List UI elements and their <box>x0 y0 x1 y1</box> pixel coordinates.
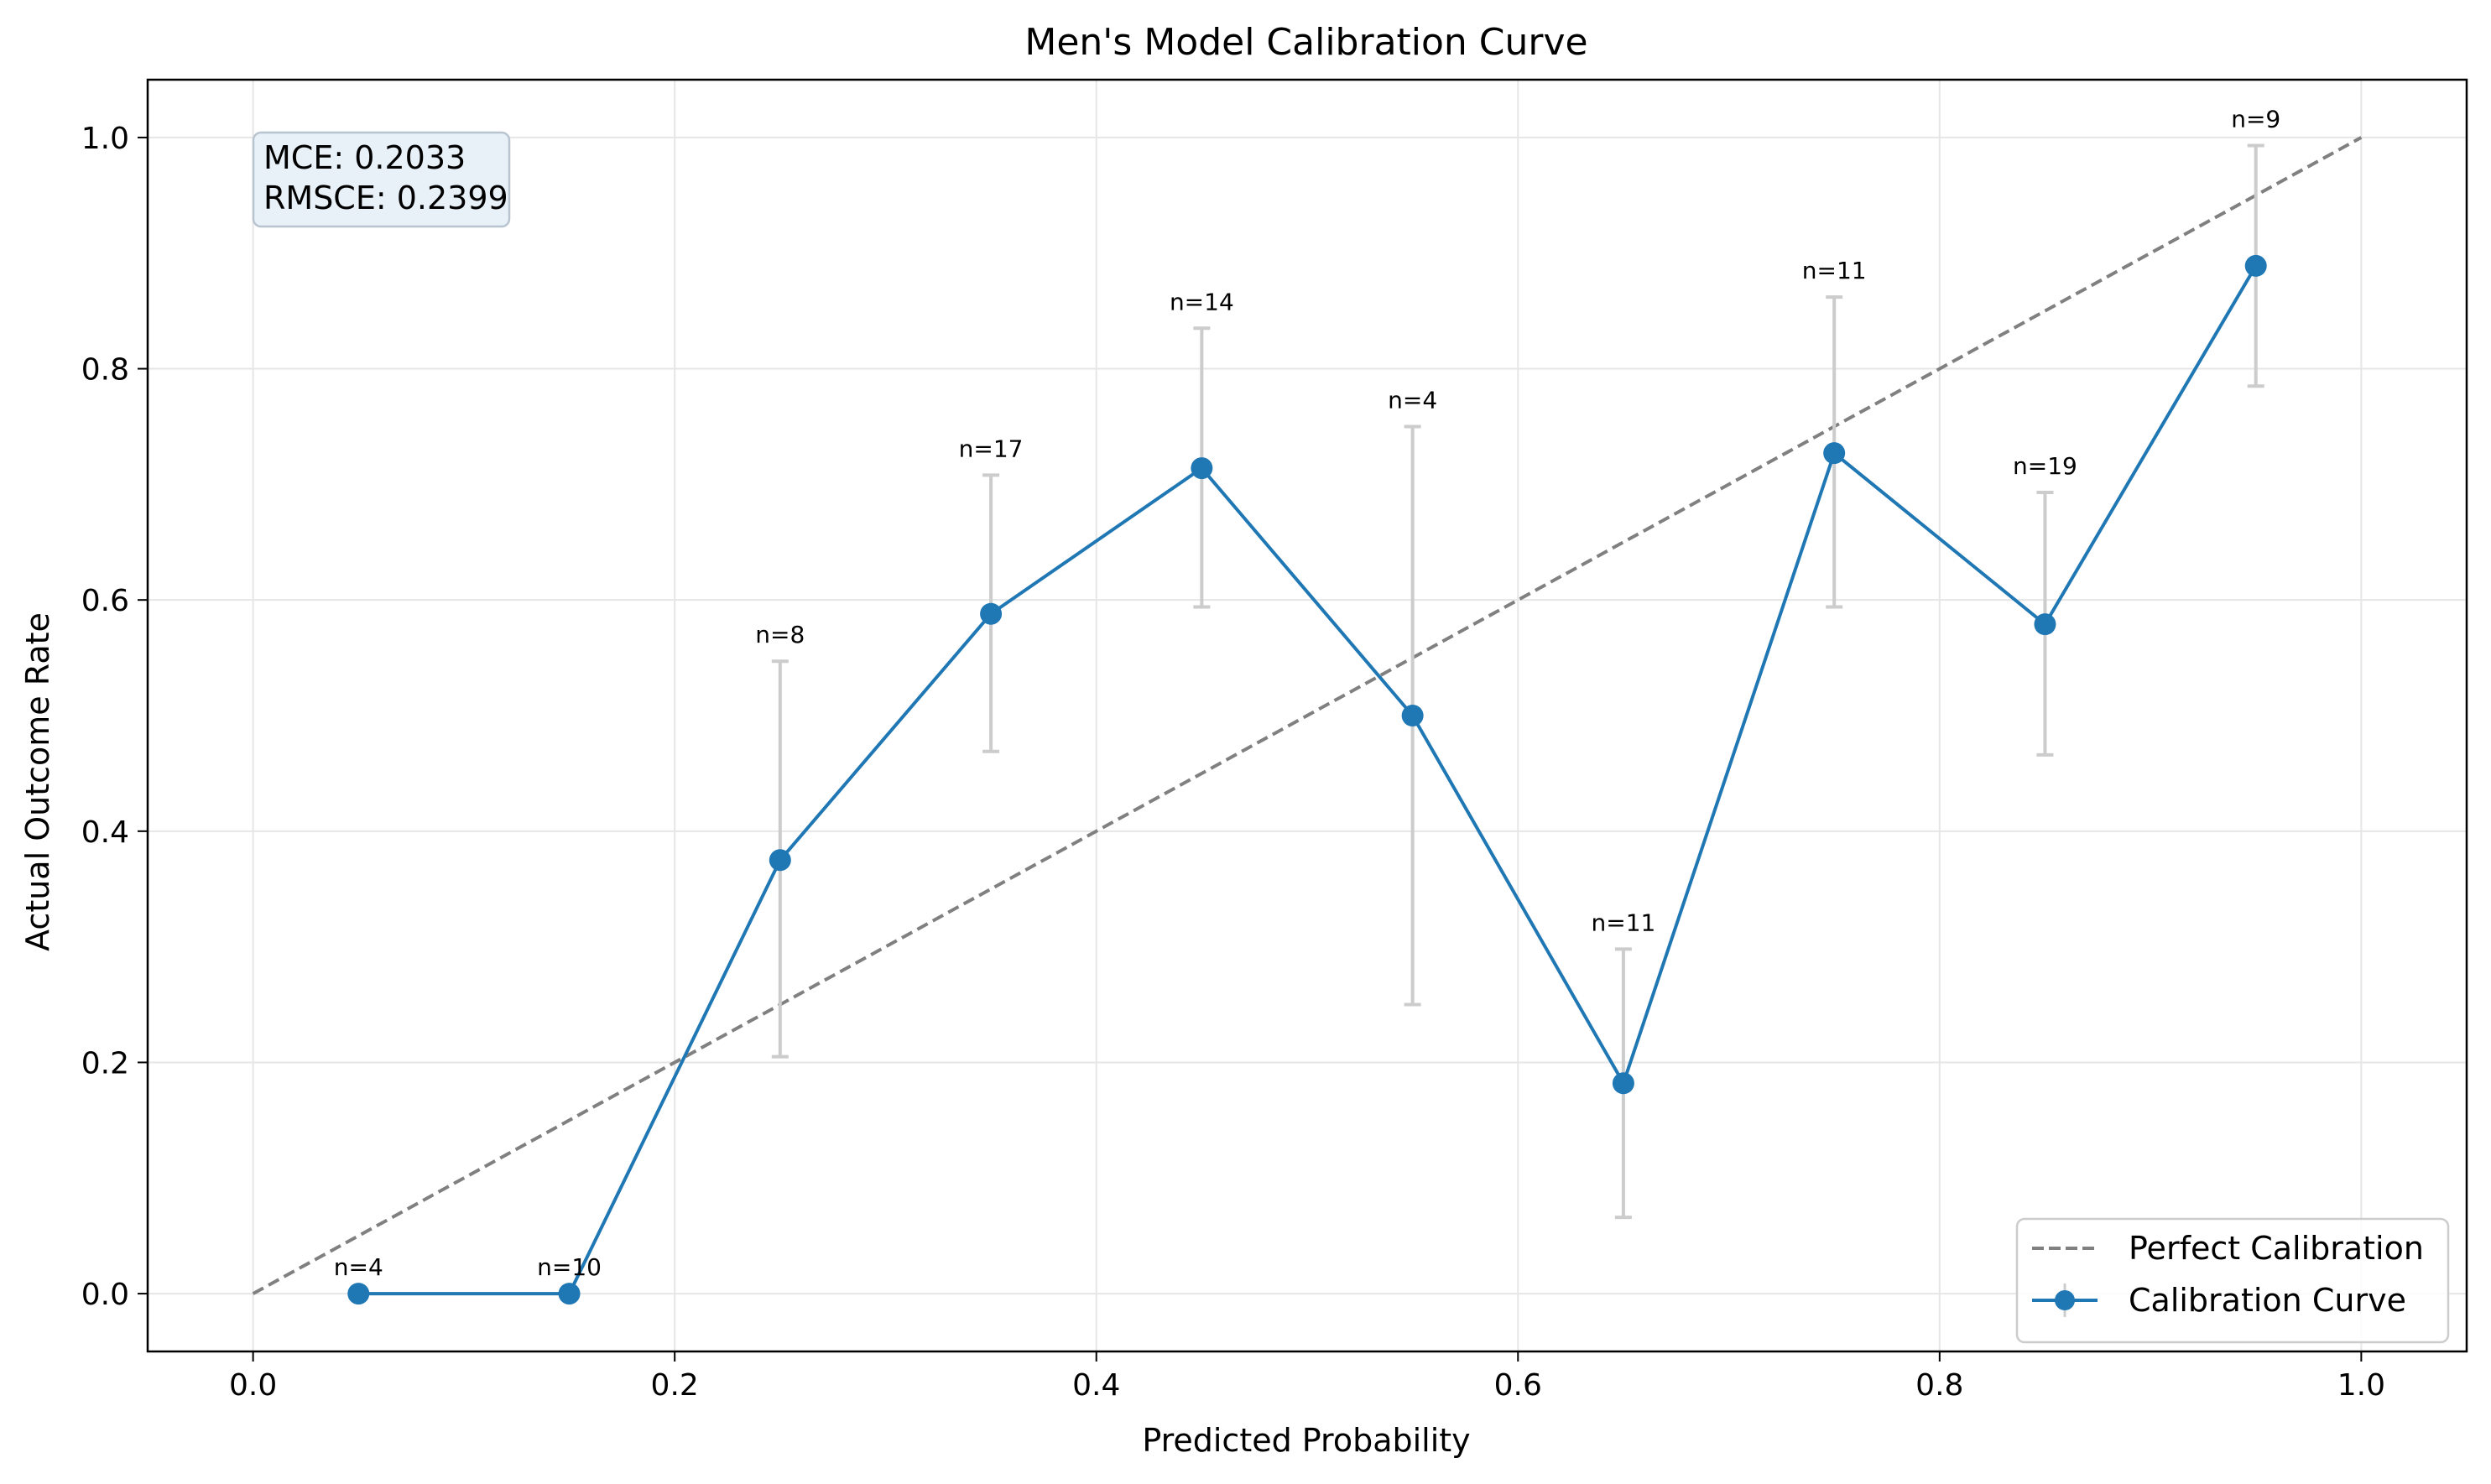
reference-line-layer <box>252 136 2363 1295</box>
calibration-point <box>1823 442 1846 465</box>
calibration-curve-layer <box>347 254 2267 1305</box>
x-tick-label: 1.0 <box>2337 1368 2385 1403</box>
chart-title: Men's Model Calibration Curve <box>1024 21 1587 64</box>
calibration-point <box>769 849 791 872</box>
perfect-calibration-line <box>252 136 2363 1295</box>
y-axis-label: Actual Outcome Rate <box>19 612 56 951</box>
y-tick-label: 1.0 <box>81 122 129 156</box>
legend: Perfect Calibration Calibration Curve <box>2015 1217 2450 1344</box>
y-tick-label: 0.2 <box>81 1046 129 1080</box>
bin-count-label: n=9 <box>2231 106 2280 133</box>
bin-count-label: n=11 <box>1802 257 1867 284</box>
y-tick-label: 0.4 <box>81 815 129 850</box>
x-tick-label: 0.4 <box>1072 1368 1120 1403</box>
bin-count-label: n=8 <box>755 621 805 648</box>
legend-label-curve: Calibration Curve <box>2129 1282 2406 1319</box>
legend-label-perfect: Perfect Calibration <box>2129 1230 2424 1267</box>
count-labels-layer: n=4 n=10 n=8 n=17 n=14 n=4 n=11 n=11 n=19 n=9 <box>334 106 2280 1282</box>
y-tick-label: 0.8 <box>81 353 129 388</box>
rmsce-metric: RMSCE: 0.2399 <box>263 180 508 216</box>
calibration-point <box>2034 613 2056 636</box>
mce-metric: MCE: 0.2033 <box>263 139 466 176</box>
metrics-box-background <box>252 131 511 228</box>
plot-frame <box>146 78 2468 1353</box>
calibration-point <box>1612 1072 1634 1095</box>
calibration-point <box>1191 457 1213 480</box>
calibration-point <box>980 602 1003 625</box>
calibration-point <box>558 1283 581 1305</box>
bin-count-label: n=4 <box>1388 386 1437 414</box>
legend-frame <box>2015 1217 2450 1344</box>
bin-count-label: n=4 <box>334 1253 383 1281</box>
bin-count-label: n=11 <box>1591 909 1655 936</box>
axis-ticks: 0.0 0.2 0.4 0.6 0.8 1.0 0.0 0.2 0.4 0.6 0.8 1.0 <box>81 122 2385 1403</box>
calibration-point <box>347 1283 370 1305</box>
bin-count-label: n=10 <box>537 1253 602 1281</box>
calibration-point <box>1401 705 1424 726</box>
calibration-curve-line <box>358 264 2258 1296</box>
y-tick-label: 0.0 <box>81 1278 129 1312</box>
y-tick-label: 0.6 <box>81 584 129 618</box>
bin-count-label: n=17 <box>959 435 1024 462</box>
x-tick-label: 0.8 <box>1915 1368 1963 1403</box>
metrics-box: MCE: 0.2033 RMSCE: 0.2399 <box>252 131 511 228</box>
x-tick-label: 0.2 <box>651 1368 699 1403</box>
legend-curve-marker <box>2055 1290 2075 1310</box>
bin-count-label: n=14 <box>1170 288 1234 315</box>
calibration-point <box>2244 254 2267 277</box>
x-axis-label: Predicted Probability <box>1142 1422 1470 1459</box>
bin-count-label: n=19 <box>2013 452 2077 480</box>
x-tick-label: 0.0 <box>229 1368 277 1403</box>
x-tick-label: 0.6 <box>1494 1368 1542 1403</box>
